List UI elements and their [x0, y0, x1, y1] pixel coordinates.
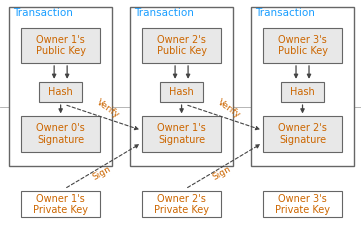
Bar [263, 116, 342, 152]
Bar [130, 7, 233, 166]
Bar [160, 82, 204, 102]
Text: Owner 3's
Private Key: Owner 3's Private Key [275, 193, 330, 215]
Text: Owner 2's
Private Key: Owner 2's Private Key [154, 193, 209, 215]
Bar [9, 7, 112, 166]
Bar [263, 28, 342, 63]
Text: Hash: Hash [48, 87, 73, 97]
Bar [21, 28, 100, 63]
Bar [21, 191, 100, 217]
Text: Owner 1's
Signature: Owner 1's Signature [157, 123, 206, 145]
Text: Transaction: Transaction [135, 8, 194, 18]
Text: Owner 2's
Public Key: Owner 2's Public Key [157, 35, 206, 56]
Text: Owner 0's
Signature: Owner 0's Signature [36, 123, 85, 145]
Text: Verify: Verify [95, 97, 122, 119]
Text: Hash: Hash [169, 87, 194, 97]
Text: Owner 1's
Public Key: Owner 1's Public Key [36, 35, 86, 56]
Bar [142, 116, 221, 152]
Text: Sign: Sign [90, 164, 112, 182]
Bar [142, 28, 221, 63]
Bar [21, 116, 100, 152]
Bar [39, 82, 83, 102]
Text: Hash: Hash [290, 87, 315, 97]
Text: Owner 3's
Public Key: Owner 3's Public Key [278, 35, 327, 56]
Text: Owner 1's
Private Key: Owner 1's Private Key [33, 193, 88, 215]
Text: Owner 2's
Signature: Owner 2's Signature [278, 123, 327, 145]
Bar [142, 191, 221, 217]
Bar [281, 82, 324, 102]
Bar [263, 191, 342, 217]
Bar [251, 7, 354, 166]
Text: Sign: Sign [211, 164, 233, 182]
Text: Verify: Verify [216, 97, 243, 119]
Text: Transaction: Transaction [256, 8, 315, 18]
Text: Transaction: Transaction [14, 8, 73, 18]
